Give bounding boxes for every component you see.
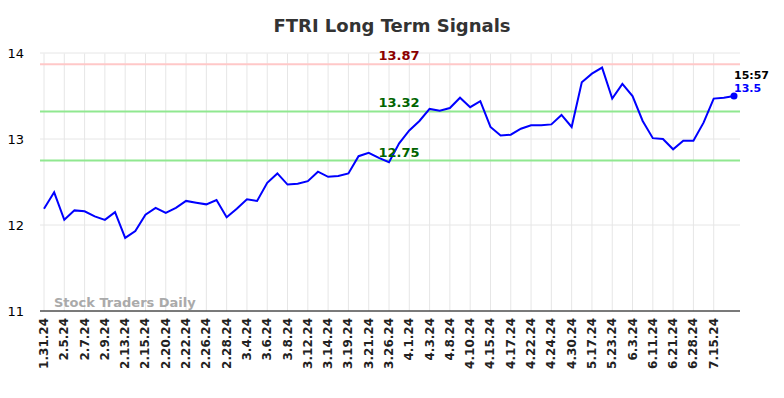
grid-line (64, 53, 65, 311)
x-tick-label: 2.9.24 (98, 318, 112, 361)
grid-line (470, 53, 471, 311)
grid-line (429, 53, 430, 311)
grid-line (226, 53, 227, 311)
x-tick-label: 2.7.24 (78, 318, 92, 361)
grid-line (206, 53, 207, 311)
grid-line (531, 53, 532, 311)
x-tick-label: 2.5.24 (57, 318, 71, 361)
x-tick-label: 4.17.24 (504, 318, 518, 369)
grid-line (510, 53, 511, 311)
last-value-label: 13.5 (734, 82, 761, 95)
y-tick-label: 11 (7, 304, 24, 319)
grid-line (449, 53, 450, 311)
grid-line (652, 53, 653, 311)
x-tick-label: 3.12.24 (301, 318, 315, 369)
x-tick-label: 3.6.24 (260, 318, 274, 361)
grid-line (409, 53, 410, 311)
reference-line (40, 110, 740, 112)
grid-line (713, 53, 714, 311)
x-tick-label: 3.14.24 (321, 318, 335, 369)
grid-line (186, 53, 187, 311)
time-label: 15:57 (734, 69, 769, 82)
grid-line (328, 53, 329, 311)
watermark: Stock Traders Daily (54, 295, 196, 310)
reference-label: 13.87 (378, 48, 419, 63)
grid-line (612, 53, 613, 311)
x-tick-label: 3.4.24 (240, 318, 254, 361)
y-tick-label: 12 (7, 218, 24, 233)
grid-line (571, 53, 572, 311)
x-tick-label: 4.24.24 (544, 318, 558, 369)
x-tick-label: 4.15.24 (483, 318, 497, 369)
x-tick-label: 2.15.24 (138, 318, 152, 369)
x-tick-label: 4.10.24 (463, 318, 477, 369)
x-tick-label: 2.13.24 (118, 318, 132, 369)
x-axis (40, 311, 740, 312)
x-tick-label: 5.17.24 (585, 318, 599, 369)
grid-line (104, 53, 105, 311)
grid-line (693, 53, 694, 311)
x-tick-label: 6.3.24 (626, 318, 640, 361)
x-tick-label: 2.26.24 (199, 318, 213, 369)
grid-line (40, 311, 740, 312)
x-tick-label: 3.26.24 (382, 318, 396, 369)
x-tick-label: 7.15.24 (707, 318, 721, 369)
x-tick-label: 3.8.24 (281, 318, 295, 361)
grid-line (673, 53, 674, 311)
x-tick-label: 6.11.24 (646, 318, 660, 369)
reference-label: 12.75 (378, 145, 419, 160)
x-tick-label: 4.3.24 (423, 318, 437, 361)
grid-line (44, 53, 45, 311)
x-tick-label: 4.30.24 (565, 318, 579, 369)
title: FTRI Long Term Signals (273, 15, 510, 36)
x-tick-label: 4.8.24 (443, 318, 457, 361)
grid-line (490, 53, 491, 311)
reference-line (40, 63, 740, 65)
grid-line (287, 53, 288, 311)
grid-line (145, 53, 146, 311)
grid-line (84, 53, 85, 311)
grid-line (632, 53, 633, 311)
x-tick-label: 3.21.24 (362, 318, 376, 369)
grid-line (246, 53, 247, 311)
plot-area (40, 64, 740, 238)
y-tick-label: 14 (7, 46, 24, 61)
x-tick-label: 1.31.24 (37, 318, 51, 369)
chart: FTRI Long Term Signals 11 12 13 14 1.31.24 2.5… (0, 0, 784, 398)
grid-line (348, 53, 349, 311)
x-tick-label: 2.28.24 (220, 318, 234, 369)
grid-line (368, 53, 369, 311)
grid-line (551, 53, 552, 311)
x-tick-label: 5.23.24 (605, 318, 619, 369)
grid-line (125, 53, 126, 311)
reference-label: 13.32 (378, 95, 419, 110)
x-tick-label: 3.19.24 (341, 318, 355, 369)
grid-line (165, 53, 166, 311)
x-tick-label: 6.21.24 (666, 318, 680, 369)
grid-line (591, 53, 592, 311)
y-tick-label: 13 (7, 132, 24, 147)
x-tick-label: 4.22.24 (524, 318, 538, 369)
x-tick-label: 4.1.24 (402, 318, 416, 361)
grid-line (389, 53, 390, 311)
price-line (44, 68, 734, 238)
x-tick-label: 6.28.24 (686, 318, 700, 369)
x-tick-label: 2.22.24 (179, 318, 193, 369)
x-tick-label: 2.20.24 (159, 318, 173, 369)
